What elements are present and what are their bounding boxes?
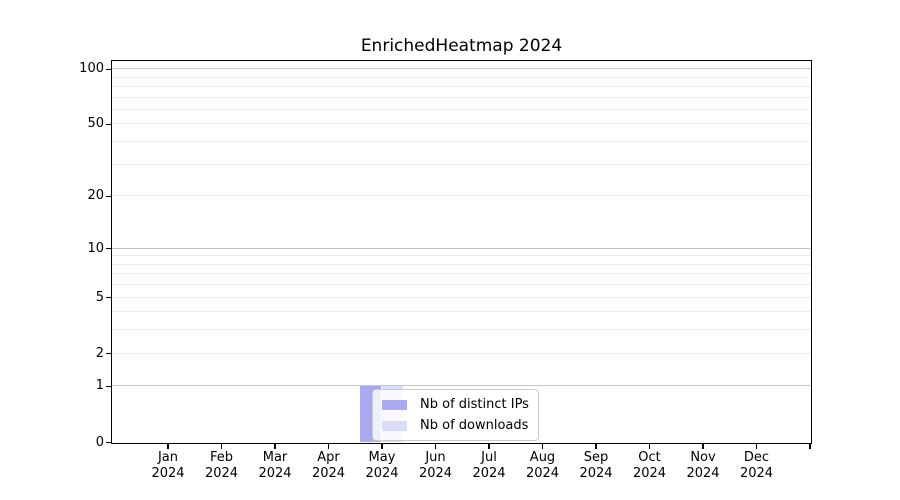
- x-tick: [327, 444, 330, 449]
- gridline-minor: [112, 85, 811, 87]
- y-tick-label: 0: [95, 434, 104, 450]
- x-tick: [381, 444, 383, 449]
- x-tick-label-month: Jul: [481, 450, 497, 465]
- gridline-minor: [112, 163, 811, 165]
- legend-swatch-distinct-ips: [382, 399, 407, 410]
- y-tick: [106, 296, 111, 299]
- x-tick: [488, 444, 490, 449]
- y-tick: [106, 123, 111, 126]
- x-tick: [220, 444, 223, 449]
- x-tick-label-year: 2024: [151, 466, 185, 481]
- gridline-minor: [112, 329, 811, 331]
- gridline-minor: [112, 96, 811, 98]
- x-tick-label-month: Jun: [425, 450, 446, 465]
- x-tick: [274, 444, 276, 449]
- legend: Nb of distinct IPs Nb of downloads: [372, 389, 539, 441]
- x-tick-label: Jan 2024: [126, 450, 210, 482]
- x-tick-label-year: 2024: [258, 466, 292, 481]
- x-tick-label-month: Jan: [157, 450, 179, 465]
- gridline-minor: [112, 311, 811, 313]
- x-tick-label: Aug 2024: [501, 450, 585, 482]
- x-tick-label-year: 2024: [204, 466, 239, 481]
- x-tick-label-month: Sep: [583, 450, 609, 465]
- x-tick-label-month: Apr: [317, 450, 340, 465]
- y-tick-label: 1: [95, 378, 104, 394]
- gridline-minor: [112, 195, 811, 197]
- x-tick-label-month: Nov: [690, 450, 716, 465]
- legend-item-downloads: Nb of downloads: [382, 417, 529, 434]
- x-tick: [648, 444, 651, 449]
- gridline-major: [112, 385, 811, 387]
- y-tick-label: 100: [79, 61, 104, 77]
- x-tick: [167, 444, 169, 449]
- x-tick-label: Nov 2024: [661, 450, 745, 482]
- chart-title: EnrichedHeatmap 2024: [360, 36, 563, 56]
- x-tick-label-month: Oct: [638, 450, 661, 465]
- x-tick-label-year: 2024: [365, 466, 399, 481]
- gridline-minor: [112, 296, 811, 298]
- x-tick-label: Jul 2024: [447, 450, 531, 482]
- gridline-minor: [112, 263, 811, 265]
- legend-item-distinct-ips: Nb of distinct IPs: [382, 396, 529, 413]
- x-tick-label-year: 2024: [472, 466, 506, 481]
- plot-area: [111, 60, 812, 444]
- gridline-minor: [112, 123, 811, 125]
- x-tick-label-year: 2024: [739, 466, 774, 481]
- x-tick: [595, 444, 597, 449]
- gridline-minor: [112, 255, 811, 257]
- x-tick-label-year: 2024: [418, 466, 453, 481]
- y-tick: [106, 68, 111, 70]
- x-tick-label-month: Mar: [262, 450, 288, 465]
- x-tick: [809, 444, 811, 449]
- gridline-minor: [112, 273, 811, 275]
- gridline-major: [112, 68, 811, 70]
- y-tick: [106, 441, 111, 444]
- gridline-minor: [112, 352, 811, 354]
- x-tick-label-year: 2024: [525, 466, 560, 481]
- x-tick-label: Feb 2024: [180, 450, 264, 482]
- x-tick-label-year: 2024: [311, 466, 346, 481]
- x-tick-label-year: 2024: [632, 466, 667, 481]
- gridline-minor: [112, 108, 811, 110]
- x-tick-label-year: 2024: [579, 466, 613, 481]
- legend-swatch-downloads: [382, 420, 407, 431]
- x-tick-label: Apr 2024: [287, 450, 371, 482]
- x-tick: [755, 444, 758, 449]
- x-tick: [541, 444, 544, 449]
- x-tick-label-month: May: [368, 450, 396, 465]
- y-tick-label: 10: [87, 240, 104, 256]
- x-tick-label: Dec 2024: [715, 450, 799, 482]
- x-tick-label: Mar 2024: [233, 450, 317, 482]
- legend-label-distinct-ips: Nb of distinct IPs: [420, 397, 529, 412]
- x-tick-label: Jun 2024: [394, 450, 478, 482]
- gridline-minor: [112, 141, 811, 143]
- y-tick: [106, 353, 111, 355]
- y-tick-label: 2: [95, 345, 104, 361]
- y-tick: [106, 385, 111, 388]
- gridline-minor: [112, 284, 811, 286]
- x-tick-label-year: 2024: [686, 466, 720, 481]
- x-tick: [702, 444, 704, 449]
- y-tick-label: 5: [95, 289, 104, 305]
- x-tick-label-month: Feb: [209, 450, 234, 465]
- x-tick-label: May 2024: [340, 450, 424, 482]
- gridline-minor: [112, 76, 811, 78]
- x-tick-label: Oct 2024: [608, 450, 692, 482]
- x-tick: [434, 444, 437, 449]
- x-tick-label-month: Aug: [529, 450, 556, 465]
- x-tick-label-month: Dec: [743, 450, 770, 465]
- y-tick-label: 50: [87, 116, 104, 132]
- y-tick: [106, 247, 111, 250]
- gridline-major: [112, 247, 811, 249]
- x-tick-label: Sep 2024: [554, 450, 638, 482]
- legend-label-downloads: Nb of downloads: [420, 418, 529, 433]
- y-tick: [106, 195, 111, 197]
- y-tick-label: 20: [87, 188, 104, 204]
